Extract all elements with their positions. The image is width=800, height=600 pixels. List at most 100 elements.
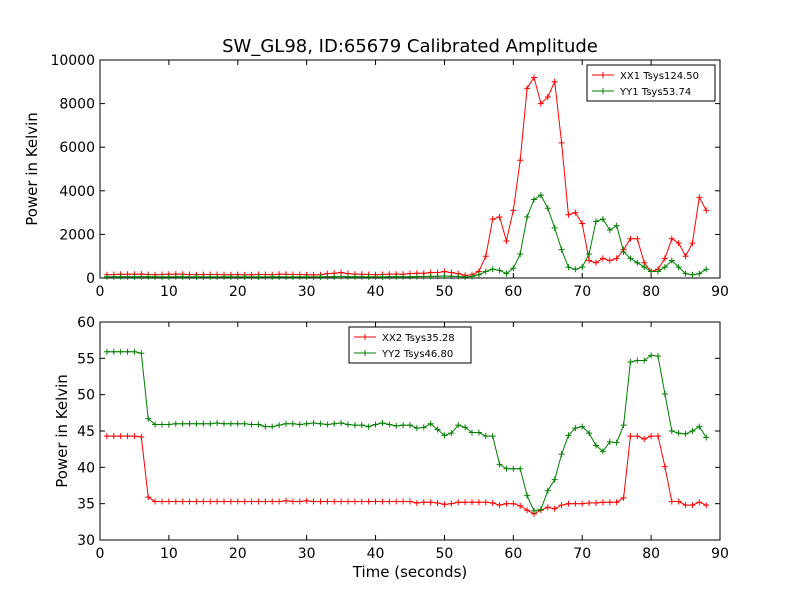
top-series-0-point xyxy=(586,257,593,264)
top-series-1-point xyxy=(145,273,152,280)
top-series-1-point xyxy=(324,273,331,280)
bottom-series-0-point xyxy=(599,499,606,506)
top-series-1-point xyxy=(565,264,572,271)
top-series-0-point xyxy=(599,255,606,262)
top-x-tick-label: 80 xyxy=(642,284,660,300)
bottom-series-0-point xyxy=(131,433,138,440)
top-series-0-point xyxy=(627,235,634,242)
top-series-1-point xyxy=(296,273,303,280)
top-y-tick-label: 4000 xyxy=(59,184,95,200)
bottom-series-1-point xyxy=(193,420,200,427)
bottom-series-1-point xyxy=(407,422,413,429)
top-series-0-point xyxy=(565,211,572,218)
bottom-series-0-point xyxy=(648,433,655,440)
top-legend-marker-yy1 xyxy=(600,88,606,94)
top-series-0-point xyxy=(682,253,689,260)
top-series-1-point xyxy=(262,273,269,280)
bottom-series-1-point xyxy=(544,487,551,494)
bottom-series-0-point xyxy=(138,433,145,440)
bottom-series-1-point xyxy=(462,424,469,431)
bottom-x-tick-label: 50 xyxy=(436,546,454,562)
bottom-series-1-point xyxy=(586,430,593,437)
top-series-1-point xyxy=(661,264,668,271)
bottom-series-1-point xyxy=(214,420,221,427)
bottom-series-0-point xyxy=(627,433,634,440)
bottom-series-1-point xyxy=(648,352,655,359)
bottom-series-0-point xyxy=(689,502,696,509)
top-series-1-point xyxy=(517,251,524,258)
top-y-tick-label: 6000 xyxy=(59,140,95,156)
bottom-series-0-point xyxy=(668,498,675,505)
top-series-1-point xyxy=(668,257,675,264)
top-series-1-point xyxy=(303,273,310,280)
top-series-1-point xyxy=(482,268,489,275)
bottom-series-1-point xyxy=(138,350,145,357)
bottom-series-1-point xyxy=(413,425,420,432)
bottom-series-0-point xyxy=(675,498,682,505)
bottom-series-0-point xyxy=(324,498,331,505)
bottom-series-0-point xyxy=(606,499,613,506)
bottom-series-1-point xyxy=(503,465,510,472)
top-series-1-point xyxy=(448,273,455,280)
top-series-0-point xyxy=(675,240,682,247)
bottom-series-1-point xyxy=(482,433,489,440)
bottom-series-0-point xyxy=(372,498,379,505)
bottom-series-0-point xyxy=(103,433,110,440)
bottom-series-1-point xyxy=(117,348,124,355)
bottom-series-1-point xyxy=(241,420,248,427)
bottom-series-1-point xyxy=(517,465,524,472)
bottom-series-1-point xyxy=(145,415,152,422)
bottom-series-1-point xyxy=(110,348,117,355)
bottom-series-1-point xyxy=(317,420,324,427)
bottom-series-1-point xyxy=(393,422,400,429)
bottom-series-0-point xyxy=(551,505,558,512)
bottom-series-1-point xyxy=(496,461,503,468)
top-series-0-point xyxy=(606,257,613,264)
bottom-series-1-point xyxy=(558,451,565,458)
bottom-series-1-point xyxy=(379,420,386,427)
bottom-series-1-point xyxy=(103,348,110,355)
top-series-0-point xyxy=(537,100,544,107)
top-series-1-point xyxy=(544,205,551,212)
top-y-tick-label: 2000 xyxy=(59,227,95,243)
bottom-x-tick-label: 30 xyxy=(298,546,316,562)
top-series-1-point xyxy=(407,273,413,280)
top-series-1-point xyxy=(227,273,234,280)
top-x-axis: 0 10 20 30 40 50 60 70 80 90 xyxy=(96,60,729,300)
bottom-series-1-point xyxy=(593,442,599,449)
top-series-line-0 xyxy=(106,76,707,276)
bottom-series-0-point xyxy=(214,498,221,505)
top-series-1-point xyxy=(551,224,558,231)
top-series-0-point xyxy=(544,94,551,101)
bottom-series-0-point xyxy=(200,498,207,505)
top-series-1-point xyxy=(455,273,462,280)
bottom-y-tick-label: 60 xyxy=(77,315,95,331)
top-series-1-point xyxy=(276,273,283,280)
bottom-y-tick-label: 40 xyxy=(77,460,95,476)
bottom-series-0-point xyxy=(117,433,124,440)
bottom-series-1-point xyxy=(661,390,668,397)
top-y-tick-label: 8000 xyxy=(59,97,95,113)
bottom-series-0-point xyxy=(269,498,276,505)
bottom-series-0-point xyxy=(455,499,462,506)
top-series-1-point xyxy=(675,264,682,271)
bottom-series-1-point xyxy=(262,423,269,430)
bottom-x-tick-label: 20 xyxy=(229,546,247,562)
bottom-series-0-point xyxy=(227,498,234,505)
top-series-1-point xyxy=(572,266,579,273)
top-legend-box xyxy=(586,64,716,102)
bottom-series-0-point xyxy=(475,499,482,506)
top-series-1-point xyxy=(358,273,365,280)
top-series-1-point xyxy=(655,268,661,275)
top-series-1-point xyxy=(172,273,179,280)
top-series-1-point xyxy=(365,273,372,280)
bottom-x-axis-label: Time (seconds) xyxy=(352,563,468,581)
top-series-1-point xyxy=(696,270,703,277)
top-series-1-point xyxy=(214,273,221,280)
bottom-series-group xyxy=(103,348,710,517)
bottom-series-0-point xyxy=(152,498,159,505)
top-series-1-point xyxy=(310,273,317,280)
top-series-1-point xyxy=(138,273,145,280)
top-series-0-point xyxy=(634,235,641,242)
